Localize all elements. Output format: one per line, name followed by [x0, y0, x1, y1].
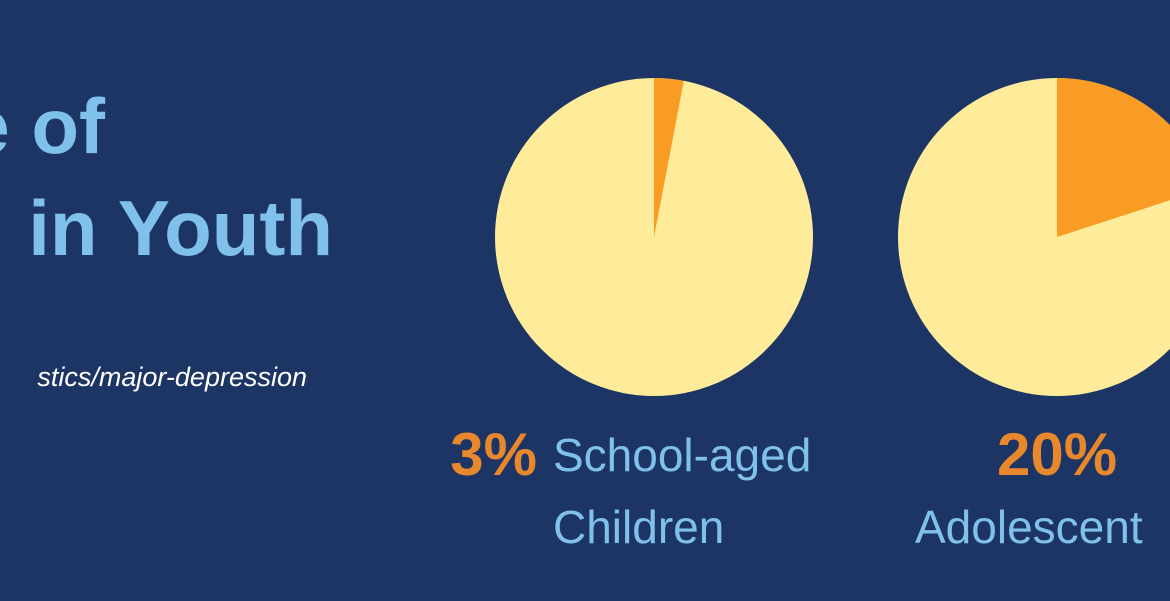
category-label: Children [553, 501, 724, 553]
title-line: in Youth [28, 184, 333, 272]
category-label: Adolescent [915, 501, 1143, 553]
value-label: 20% [997, 421, 1117, 488]
pie-slice [1057, 78, 1170, 237]
category-label: School-aged [553, 429, 811, 481]
source-link: stics/major-depression [37, 362, 307, 392]
title-line: e of [0, 82, 106, 170]
value-label: 3% [450, 421, 537, 488]
pie-slice [654, 78, 684, 237]
